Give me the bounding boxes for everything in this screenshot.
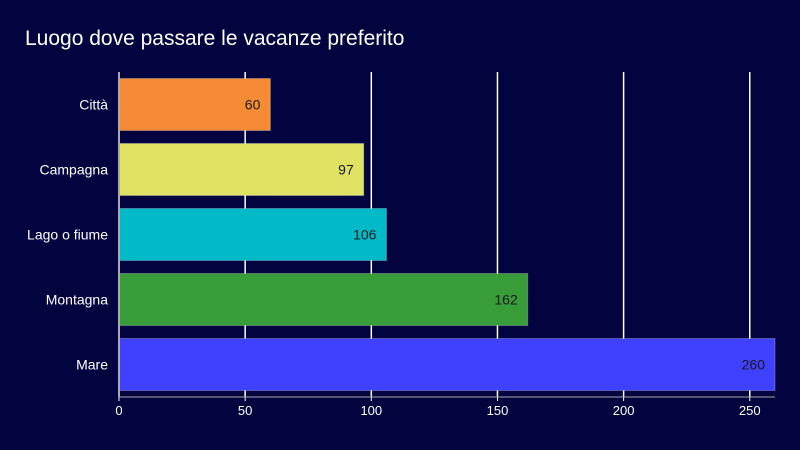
category-label-2: Lago o fiume — [27, 227, 108, 243]
data-label-4: 260 — [742, 357, 766, 373]
axis-layer: 0 50 100 150 200 250 — [115, 72, 775, 418]
bar-2 — [118, 208, 387, 261]
chart-title: Luogo dove passare le vacanze preferito — [25, 27, 405, 50]
tick-label-x-0: 0 — [115, 403, 122, 418]
category-label-0: Città — [79, 97, 108, 113]
category-label-3: Montagna — [46, 292, 108, 308]
tick-label-x-50: 50 — [238, 403, 252, 418]
data-label-3: 162 — [494, 292, 518, 308]
data-label-0: 60 — [245, 97, 261, 113]
bar-1 — [118, 143, 365, 196]
bar-layer — [118, 78, 776, 391]
label-layer: 60 Città 97 Campagna 106 Lago o fiume 162 Monta… — [27, 97, 765, 373]
category-label-1: Campagna — [40, 162, 109, 178]
bar-0 — [118, 78, 271, 131]
data-label-2: 106 — [353, 227, 377, 243]
data-label-1: 97 — [338, 162, 354, 178]
tick-label-x-150: 150 — [487, 403, 509, 418]
tick-label-x-100: 100 — [360, 403, 382, 418]
bar-4 — [118, 338, 776, 391]
tick-label-x-250: 250 — [739, 403, 761, 418]
category-label-4: Mare — [76, 357, 108, 373]
tick-label-x-200: 200 — [613, 403, 635, 418]
bar-3 — [118, 273, 529, 326]
